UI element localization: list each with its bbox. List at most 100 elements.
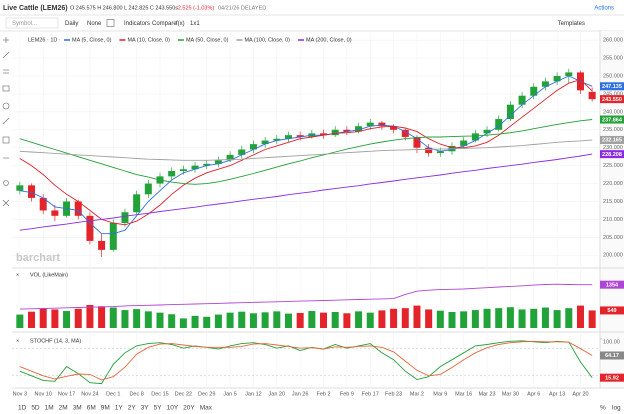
x-tick-label: Mar 16 — [455, 391, 472, 397]
range-button[interactable]: 6M — [87, 405, 96, 412]
candle-body — [86, 215, 94, 241]
volume-bar — [28, 311, 36, 328]
range-button[interactable]: Max — [200, 405, 213, 412]
candle-body — [74, 201, 82, 216]
y-tick-label: 215.000 — [603, 199, 623, 205]
volume-bar — [355, 311, 363, 328]
tool-icon[interactable] — [2, 102, 10, 110]
range-button[interactable]: 3Y — [141, 405, 150, 412]
range-button[interactable]: 20Y — [183, 405, 195, 412]
volume-bar — [179, 318, 187, 328]
x-tick-label: Mar 30 — [502, 391, 519, 397]
indicators-button[interactable]: Indicators — [124, 21, 150, 27]
volume-bar — [331, 312, 339, 328]
candle-body — [553, 76, 561, 82]
volume-bar — [238, 311, 246, 328]
candle-body — [16, 185, 24, 191]
candle-body — [518, 95, 526, 105]
price-flag-label: 243.550 — [602, 97, 622, 103]
volume-bar — [588, 310, 596, 328]
volume-bar — [51, 309, 59, 328]
candle-body — [320, 133, 328, 136]
layout-button[interactable]: 1x1 — [190, 21, 200, 27]
x-tick-label: Nov 10 — [34, 391, 51, 397]
volume-bar — [320, 312, 328, 328]
style-select[interactable]: None — [87, 21, 102, 27]
templates-button[interactable]: Templates — [558, 21, 585, 27]
volume-bar — [39, 308, 47, 328]
x-tick-label: Dec 22 — [175, 391, 192, 397]
candle-body — [331, 129, 339, 136]
x-tick-label: Mar 9 — [433, 391, 447, 397]
candle-body — [203, 163, 211, 166]
chart-type-icon[interactable] — [106, 19, 115, 27]
candle-body — [565, 72, 573, 77]
candle-body — [214, 160, 222, 164]
volume-bar — [296, 312, 304, 328]
price-flag — [600, 115, 624, 124]
tool-icon[interactable] — [2, 136, 10, 144]
actions-button[interactable]: Actions — [594, 6, 614, 12]
legend-label: MA (200, Close, 0) — [306, 37, 352, 43]
x-tick-label: Apr 20 — [572, 391, 588, 397]
search-box[interactable] — [5, 17, 59, 29]
drawing-tools — [2, 37, 10, 207]
price-flag — [600, 306, 624, 315]
candle-body — [249, 144, 257, 150]
tool-icon[interactable] — [2, 85, 10, 92]
x-tick-label: Jan 5 — [223, 391, 236, 397]
y-tick-label: 245.000 — [603, 91, 623, 97]
candle-body — [378, 122, 386, 127]
stoch-line — [19, 340, 593, 381]
stoch-line — [19, 340, 593, 385]
volume-bar — [121, 310, 129, 328]
scale-button[interactable]: log — [612, 405, 621, 412]
candle-body — [179, 169, 187, 172]
tool-icon[interactable] — [3, 180, 9, 186]
tool-icon[interactable] — [2, 117, 10, 125]
candle-body — [588, 91, 596, 100]
candle-body — [483, 129, 491, 134]
change: -2.525 (-1.03%) — [176, 5, 214, 11]
volume-bar — [86, 304, 94, 328]
tool-icon[interactable] — [2, 51, 10, 59]
quote: O 245.575 H 246.800 L 242.825 C 243.550s — [70, 5, 178, 11]
range-button[interactable]: 3M — [73, 405, 82, 412]
range-button[interactable]: 2Y — [128, 405, 137, 412]
volume-bar — [483, 308, 491, 328]
search-placeholder[interactable]: Symbol... — [12, 21, 37, 27]
scale-button[interactable]: % — [600, 405, 606, 412]
panel-close: × — [16, 272, 19, 278]
x-tick-label: Nov 3 — [13, 391, 27, 397]
x-tick-label: Apr 6 — [527, 391, 540, 397]
y-tick-label: 250.000 — [603, 73, 623, 79]
range-button[interactable]: 2M — [59, 405, 68, 412]
volume-bar — [401, 308, 409, 328]
instrument-title: Live Cattle (LEM26) — [3, 5, 68, 12]
candle-body — [284, 135, 292, 139]
period-select[interactable]: Daily — [65, 21, 78, 27]
panel-title: STOCHF (14, 3, MA) — [30, 338, 81, 344]
x-tick-label: Feb 23 — [385, 391, 402, 397]
x-tick-label: Feb 17 — [362, 391, 379, 397]
range-button[interactable]: 10Y — [167, 405, 179, 412]
volume-bar — [63, 311, 71, 328]
range-button[interactable]: 1M — [45, 405, 54, 412]
compare-button[interactable]: Compare — [152, 21, 177, 27]
candle-body — [273, 138, 281, 141]
candle-body — [343, 129, 351, 132]
fx-button[interactable]: f(x) — [176, 21, 185, 27]
range-button[interactable]: 5D — [31, 405, 40, 412]
candle-body — [355, 126, 363, 132]
range-button[interactable]: 1D — [18, 405, 27, 412]
range-button[interactable]: 1Y — [115, 405, 124, 412]
volume-bar — [553, 310, 561, 328]
candle-body — [191, 165, 199, 170]
tool-icon[interactable] — [2, 199, 10, 207]
range-button[interactable]: 9M — [101, 405, 110, 412]
volume-bar — [226, 312, 234, 328]
moving-average-line — [19, 153, 593, 231]
moving-average-line — [19, 79, 593, 226]
range-button[interactable]: 5Y — [154, 405, 163, 412]
